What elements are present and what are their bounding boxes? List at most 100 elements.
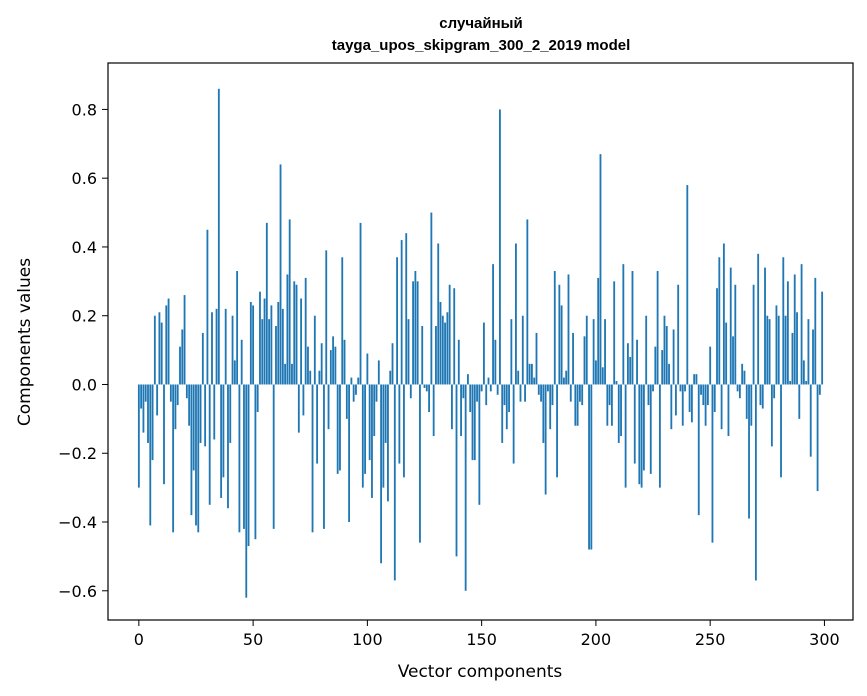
bar: [201, 332, 204, 385]
bar: [558, 284, 561, 385]
bar: [412, 281, 414, 385]
bar: [345, 384, 348, 419]
bar: [601, 367, 604, 385]
bar: [633, 384, 636, 464]
bar: [416, 281, 419, 385]
bar: [624, 384, 627, 488]
bar: [446, 312, 449, 385]
bar: [505, 384, 508, 430]
bar: [718, 257, 721, 385]
bar: [515, 243, 517, 385]
bar: [754, 384, 757, 581]
bar: [622, 264, 625, 385]
bar: [773, 384, 776, 399]
bar: [227, 384, 229, 509]
x-tick-label: 150: [466, 630, 497, 649]
bar: [647, 384, 650, 406]
bar: [368, 384, 371, 461]
bar: [802, 360, 805, 385]
bar: [355, 384, 357, 395]
bar: [640, 384, 643, 488]
y-axis-label: Components values: [15, 258, 35, 426]
bar: [786, 281, 789, 385]
bar: [297, 384, 300, 433]
bar: [147, 384, 149, 443]
bar: [279, 164, 282, 385]
bar: [761, 384, 764, 409]
y-tick-label: 0.8: [72, 100, 97, 119]
bar: [229, 384, 232, 443]
bar: [281, 308, 284, 385]
bar: [711, 384, 714, 543]
bar: [508, 384, 510, 412]
bar: [533, 377, 536, 385]
bar: [339, 384, 341, 471]
bar: [704, 384, 707, 426]
bar: [380, 384, 383, 564]
bar: [222, 384, 225, 478]
bar: [487, 377, 490, 385]
bar: [172, 384, 175, 533]
bar: [224, 308, 227, 385]
bar: [565, 370, 568, 385]
bar: [448, 284, 451, 385]
bar: [750, 384, 753, 426]
bar: [668, 363, 670, 385]
bar: [590, 384, 593, 550]
bar: [423, 384, 426, 388]
bar: [583, 336, 586, 385]
bar: [320, 343, 323, 385]
bar: [521, 315, 524, 385]
bar: [375, 384, 378, 402]
bar: [188, 384, 191, 426]
bar: [684, 384, 686, 392]
bar: [453, 288, 456, 385]
bar: [483, 322, 485, 385]
bar: [473, 384, 476, 461]
bar: [492, 264, 494, 385]
bar: [272, 384, 275, 529]
bar: [807, 319, 810, 385]
bar: [777, 315, 780, 385]
y-tick-label: 0.4: [72, 238, 97, 257]
bar: [677, 284, 680, 385]
bar: [636, 339, 638, 385]
bar: [275, 326, 277, 385]
bar: [455, 384, 458, 557]
bar: [348, 384, 351, 523]
bar: [441, 315, 444, 385]
bar: [240, 339, 243, 385]
bar: [759, 384, 762, 406]
bar: [716, 288, 718, 385]
bar: [208, 384, 211, 505]
bar: [151, 384, 154, 461]
bar: [768, 319, 771, 385]
x-axis-ticks: 0 50 100 150 200 250 300: [134, 620, 840, 649]
bar: [284, 363, 287, 385]
bar: [594, 360, 597, 385]
bar: [631, 271, 634, 385]
bar: [373, 384, 376, 437]
bar: [311, 384, 314, 533]
bar: [556, 384, 558, 478]
bar: [764, 267, 766, 385]
bar: [405, 233, 408, 385]
bar: [430, 212, 433, 385]
bar: [535, 332, 538, 385]
bar: [457, 339, 460, 385]
bar: [460, 384, 462, 437]
bar: [425, 384, 428, 392]
bar: [293, 281, 296, 385]
bar: [233, 360, 236, 385]
bar: [332, 336, 335, 385]
bar: [588, 384, 590, 550]
bar: [729, 267, 732, 385]
bar: [265, 222, 268, 385]
bar: [478, 384, 481, 505]
bar: [471, 384, 474, 461]
bar: [722, 243, 725, 385]
bar: [428, 384, 430, 412]
bar: [821, 291, 824, 385]
bar: [286, 274, 289, 385]
